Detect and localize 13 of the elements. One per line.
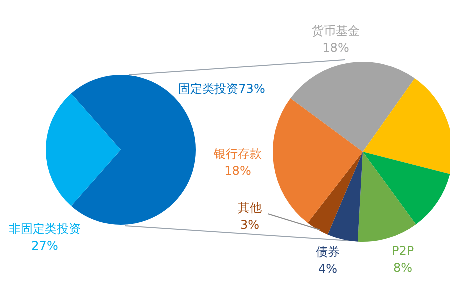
data-label: 18% [322,41,350,56]
slice-label: 银行存款 [213,147,262,162]
data-label: 8% [393,261,413,276]
slice-label: 其他 [238,201,262,216]
slice-label: 固定类投资73% [178,82,266,96]
data-label: 3% [240,218,260,232]
data-label: 18% [224,164,252,178]
slice-label: 债券 [316,245,340,260]
data-label: 4% [318,262,338,276]
slice-label: 货币基金 [312,24,360,38]
slice-label: 非固定类投资 [9,222,81,236]
slice-label: P2P [392,244,414,258]
data-label: 27% [32,239,58,254]
